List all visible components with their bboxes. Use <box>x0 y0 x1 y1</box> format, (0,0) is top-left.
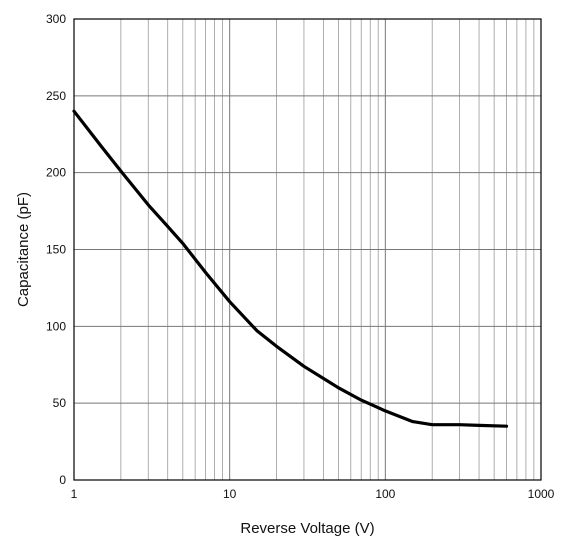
y-tick-label: 150 <box>46 243 66 257</box>
x-axis-label: Reverse Voltage (V) <box>240 520 374 537</box>
x-tick-label: 1000 <box>528 487 555 501</box>
capacitance-curve <box>72 109 509 428</box>
grid <box>74 19 541 480</box>
x-tick-label: 1 <box>71 487 78 501</box>
y-axis-label: Capacitance (pF) <box>15 192 32 307</box>
y-tick-label: 100 <box>46 319 66 333</box>
y-tick-label: 200 <box>46 166 66 180</box>
x-tick-label: 10 <box>223 487 237 501</box>
y-tick-label: 0 <box>59 473 66 487</box>
y-tick-label: 50 <box>53 396 67 410</box>
plot-frame <box>73 18 542 481</box>
x-tick-labels: 1 10 100 1000 <box>71 487 555 501</box>
y-tick-label: 300 <box>46 12 66 26</box>
y-tick-label: 250 <box>46 89 66 103</box>
x-tick-label: 100 <box>375 487 395 501</box>
y-tick-labels: 0 50 100 150 200 250 300 <box>46 12 66 487</box>
